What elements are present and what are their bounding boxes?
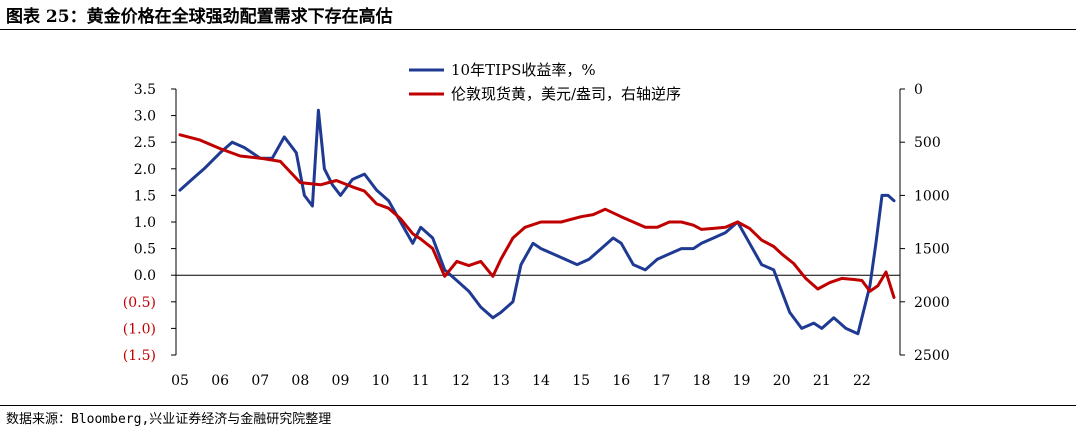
- left-tick-label: 0.5: [134, 242, 156, 258]
- x-tick-label: 10: [372, 373, 390, 389]
- x-tick-label: 14: [532, 373, 550, 389]
- chart-legend: 10年TIPS收益率，% 伦敦现货黄，美元/盎司，右轴逆序: [409, 61, 681, 103]
- x-tick-label: 06: [211, 373, 229, 389]
- left-tick-label: 0.0: [134, 268, 156, 284]
- x-tick-label: 05: [171, 373, 189, 389]
- left-tick-label: (1.0): [123, 321, 156, 337]
- x-tick-label: 19: [733, 373, 751, 389]
- gold-price-series-line: [178, 133, 896, 299]
- right-tick-label: 2000: [914, 295, 950, 311]
- x-tick-label: 12: [452, 373, 470, 389]
- chart: 3.5 3.0 2.5 2.0 1.5 1.0 0.5 0.0 (0.5) (1.0) (1.5) 0…: [123, 61, 950, 389]
- bottom-rule: [0, 405, 1076, 406]
- x-tick-label: 08: [291, 373, 309, 389]
- x-tick-label: 09: [332, 373, 350, 389]
- x-tick-label: 17: [652, 373, 670, 389]
- x-tick-label: 20: [773, 373, 791, 389]
- right-tick-label: 2500: [914, 348, 950, 364]
- x-tick-label: 11: [412, 373, 430, 389]
- x-tick-label: 13: [492, 373, 510, 389]
- tips-yield-series-line: [178, 108, 896, 336]
- left-tick-label: 2.5: [134, 135, 156, 151]
- x-tick-label: 07: [251, 373, 269, 389]
- x-tick-label: 16: [612, 373, 630, 389]
- left-tick-label: (1.5): [123, 348, 156, 364]
- right-tick-label: 1000: [914, 188, 950, 204]
- right-tick-label: 1500: [914, 242, 950, 258]
- left-tick-label: (0.5): [123, 295, 156, 311]
- left-tick-label: 3.5: [134, 82, 156, 98]
- x-tick-label: 21: [813, 373, 831, 389]
- x-tick-label: 18: [693, 373, 711, 389]
- right-tick-label: 500: [914, 135, 941, 151]
- x-tick-label: 22: [853, 373, 871, 389]
- legend-label: 伦敦现货黄，美元/盎司，右轴逆序: [451, 85, 681, 103]
- left-tick-label: 2.0: [134, 162, 156, 178]
- chart-lines: [178, 108, 896, 336]
- right-tick-label: 0: [914, 82, 923, 98]
- left-tick-label: 1.5: [134, 188, 156, 204]
- source-note: 数据来源：Bloomberg,兴业证券经济与金融研究院整理: [6, 412, 332, 427]
- chart-axes: 3.5 3.0 2.5 2.0 1.5 1.0 0.5 0.0 (0.5) (1.0) (1.5) 0…: [123, 82, 950, 389]
- legend-label: 10年TIPS收益率，%: [451, 61, 596, 79]
- left-tick-label: 1.0: [134, 215, 156, 231]
- left-tick-label: 3.0: [134, 109, 156, 125]
- top-rule: [0, 29, 1076, 30]
- x-tick-label: 15: [572, 373, 590, 389]
- figure-title: 图表 25：黄金价格在全球强劲配置需求下存在高估: [6, 7, 393, 27]
